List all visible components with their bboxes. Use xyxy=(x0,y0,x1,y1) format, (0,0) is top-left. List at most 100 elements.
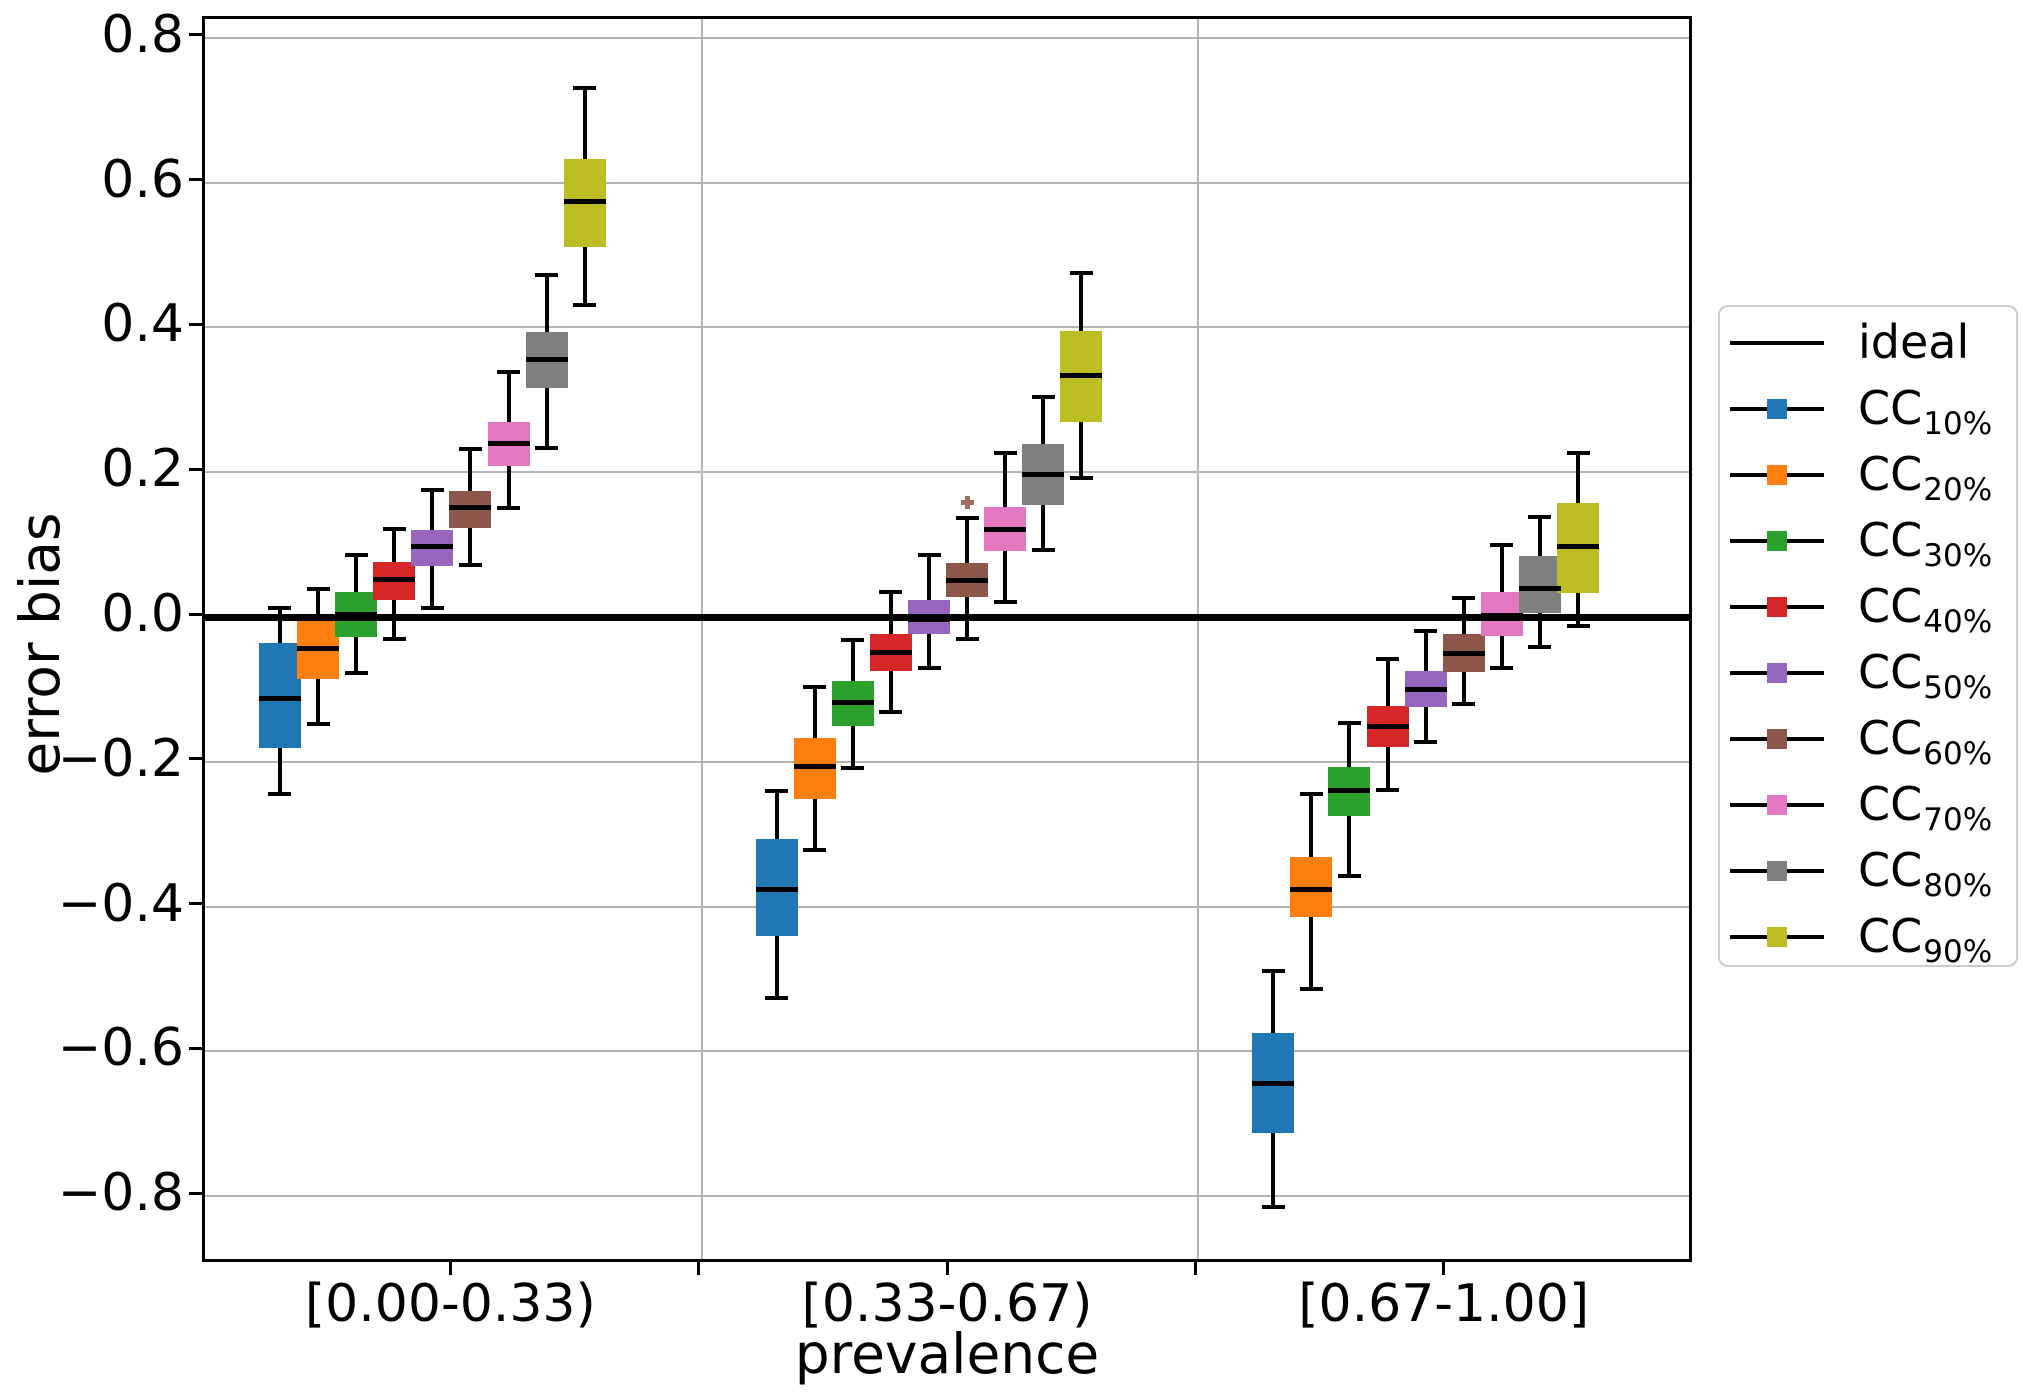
boxplot-whisker-lower xyxy=(1461,672,1466,704)
y-tick-mark xyxy=(189,178,202,182)
legend-box-swatch xyxy=(1767,531,1787,551)
legend-box-swatch xyxy=(1767,729,1787,749)
boxplot-whisker-lower xyxy=(1576,593,1581,626)
legend-item-cc-90: CC90% xyxy=(1720,904,2016,970)
boxplot-cap-upper xyxy=(1414,628,1438,633)
legend-item-cc-60: CC60% xyxy=(1720,706,2016,772)
y-tick-label: −0.2 xyxy=(57,728,184,789)
boxplot-whisker-upper xyxy=(392,528,397,562)
y-tick-mark xyxy=(189,612,202,616)
legend-box-swatch xyxy=(1767,795,1787,815)
y-tick-mark xyxy=(189,33,202,37)
boxplot-cap-upper xyxy=(917,553,941,558)
boxplot-whisker-lower xyxy=(1003,551,1008,602)
boxplot-cap-upper xyxy=(1566,451,1590,456)
boxplot-whisker-lower xyxy=(850,725,855,768)
legend-item-label: ideal xyxy=(1858,319,1969,365)
legend-line-swatch xyxy=(1730,341,1824,345)
boxplot-cap-upper xyxy=(458,447,482,452)
boxplot-median xyxy=(793,764,836,770)
boxplot-cap-lower xyxy=(1261,1205,1285,1210)
flier-marker-hbar xyxy=(960,500,974,506)
boxplot-median xyxy=(1060,372,1103,378)
legend-label-subscript: 50% xyxy=(1923,670,1993,707)
boxplot-whisker-upper xyxy=(1385,658,1390,707)
legend-label-subscript: 80% xyxy=(1923,868,1993,905)
boxplot-cap-upper xyxy=(1069,271,1093,276)
boxplot-cap-lower xyxy=(1566,623,1590,628)
boxplot-median xyxy=(1404,686,1447,692)
y-tick-mark xyxy=(189,467,202,471)
legend-item-cc-30: CC30% xyxy=(1720,508,2016,574)
boxplot-cap-upper xyxy=(1299,792,1323,797)
boxplot-cap-lower xyxy=(497,505,521,510)
legend: ideal CC10% CC20% CC30% CC40% CC50% CC60% CC70%… xyxy=(1718,305,2018,970)
y-tick-label: 0.4 xyxy=(101,294,184,355)
boxplot-cap-upper xyxy=(420,488,444,493)
boxplot-cap-upper xyxy=(765,788,789,793)
boxplot-whisker-upper xyxy=(316,589,321,619)
boxplot-median xyxy=(487,441,530,447)
boxplot-cap-upper xyxy=(1490,543,1514,548)
boxplot-cap-lower xyxy=(1069,475,1093,480)
y-tick-mark xyxy=(189,1191,202,1195)
boxplot-cap-lower xyxy=(1376,788,1400,793)
x-tick-label: [0.33-0.67) xyxy=(801,1274,1093,1334)
legend-box-swatch xyxy=(1767,465,1787,485)
boxplot-cap-lower xyxy=(1452,701,1476,706)
boxplot-cap-upper xyxy=(1031,394,1055,399)
boxplot-whisker-upper xyxy=(582,88,587,160)
legend-label-subscript: 40% xyxy=(1923,604,1993,641)
legend-box-swatch xyxy=(1767,927,1787,947)
legend-label-text: CC xyxy=(1858,645,1923,700)
boxplot-cap-upper xyxy=(535,273,559,278)
boxplot-cap-lower xyxy=(306,722,330,727)
boxplot-cap-upper xyxy=(879,589,903,594)
boxplot-cap-lower xyxy=(1337,874,1361,879)
boxplot-cap-lower xyxy=(765,995,789,1000)
legend-box-swatch xyxy=(1767,861,1787,881)
boxplot-cap-upper xyxy=(1528,515,1552,520)
boxplot-median xyxy=(1328,788,1371,794)
boxplot-whisker-lower xyxy=(582,247,587,305)
y-gridline xyxy=(205,326,1689,329)
boxplot-whisker-upper xyxy=(1309,794,1314,858)
legend-item-label: CC20% xyxy=(1858,451,1992,506)
y-tick-label: 0.8 xyxy=(101,4,184,65)
boxplot-whisker-upper xyxy=(1041,396,1046,444)
boxplot-whisker-lower xyxy=(888,670,893,712)
boxplot-cap-upper xyxy=(573,86,597,91)
boxplot-median xyxy=(373,576,416,582)
boxplot-cap-lower xyxy=(382,637,406,642)
legend-label-text: ideal xyxy=(1858,315,1970,370)
boxplot-cap-upper xyxy=(993,451,1017,456)
boxplot-cap-lower xyxy=(268,792,292,797)
boxplot-median xyxy=(258,696,301,702)
legend-label-subscript: 20% xyxy=(1923,472,1993,509)
boxplot-cap-upper xyxy=(803,684,827,689)
boxplot-whisker-upper xyxy=(1003,453,1008,507)
y-gridline xyxy=(205,471,1689,474)
y-gridline xyxy=(205,1195,1689,1198)
boxplot-cap-upper xyxy=(841,638,865,643)
boxplot-cap-lower xyxy=(993,599,1017,604)
legend-box-swatch xyxy=(1767,399,1787,419)
boxplot-whisker-upper xyxy=(1423,630,1428,672)
boxplot-whisker-upper xyxy=(277,608,282,644)
legend-item-label: CC60% xyxy=(1858,715,1992,770)
boxplot-median xyxy=(755,887,798,893)
boxplot-cap-lower xyxy=(1299,987,1323,992)
boxplot-whisker-upper xyxy=(1499,545,1504,592)
y-tick-label: 0.6 xyxy=(101,149,184,210)
legend-item-cc-80: CC80% xyxy=(1720,838,2016,904)
boxplot-whisker-lower xyxy=(1537,612,1542,647)
legend-item-label: CC10% xyxy=(1858,385,1992,440)
legend-label-subscript: 30% xyxy=(1923,538,1993,575)
legend-box-swatch xyxy=(1767,663,1787,683)
boxplot-cap-upper xyxy=(1337,721,1361,726)
legend-label-text: CC xyxy=(1858,711,1923,766)
legend-label-text: CC xyxy=(1858,579,1923,634)
boxplot-cap-lower xyxy=(803,848,827,853)
x-tick-label: [0.67-1.00] xyxy=(1298,1274,1590,1334)
legend-label-text: CC xyxy=(1858,381,1923,436)
